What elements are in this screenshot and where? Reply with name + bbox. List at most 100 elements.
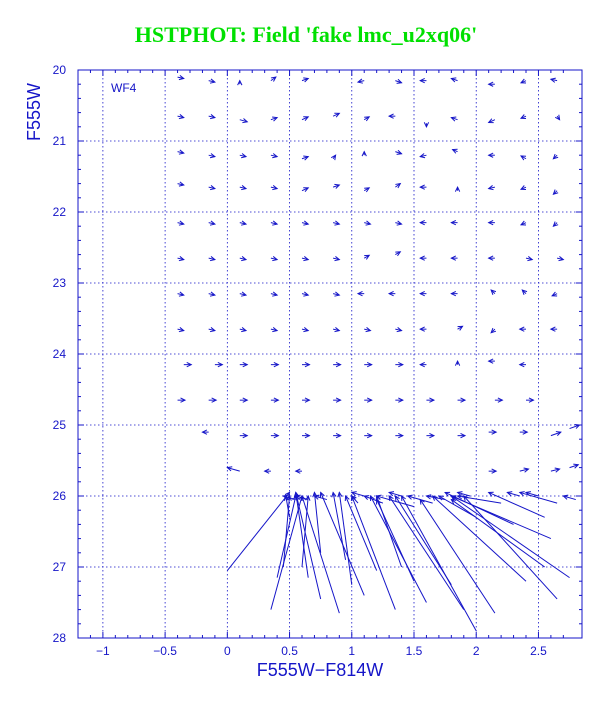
vector-head — [303, 256, 310, 262]
vector-arrow — [177, 220, 185, 226]
vector-arrow — [425, 494, 446, 501]
y-tick-label: 28 — [53, 631, 67, 645]
vector-arrow — [208, 397, 218, 403]
vector-head — [344, 494, 350, 502]
vector-arrow — [450, 77, 458, 83]
vector-arrow — [270, 220, 279, 226]
vector-head — [331, 491, 337, 498]
vector-arrow — [270, 76, 277, 82]
vector-head — [209, 78, 217, 84]
vector-head — [241, 327, 248, 333]
vector-arrow — [208, 327, 217, 333]
vector-shaft — [457, 495, 502, 504]
vector-arrow — [363, 116, 371, 122]
vector-head — [303, 187, 310, 193]
vector-arrow — [270, 327, 279, 333]
vector-head — [398, 397, 404, 403]
vector-arrow — [237, 79, 243, 86]
vector-shaft — [519, 468, 529, 472]
vector-arrow — [550, 467, 561, 473]
vector-arrow — [350, 494, 396, 610]
vector-head — [242, 397, 249, 403]
vector-head — [273, 433, 280, 439]
vector-head — [375, 494, 382, 500]
vector-arrow — [226, 491, 291, 571]
vector-head — [217, 362, 224, 368]
vector-head — [241, 220, 248, 226]
vector-head — [303, 155, 310, 161]
vector-arrow — [526, 397, 535, 403]
vector-head — [356, 78, 363, 84]
vector-arrow — [450, 220, 458, 226]
vector-head — [429, 397, 436, 403]
x-tick-label: 1.5 — [406, 644, 423, 658]
vector-arrow — [562, 494, 576, 501]
vector-arrow — [457, 397, 467, 403]
x-tick-label: 0 — [224, 644, 231, 658]
vector-arrow — [520, 155, 527, 161]
vector-head — [303, 327, 310, 333]
vector-arrow — [506, 491, 520, 497]
vector-head — [490, 327, 497, 334]
vector-arrow — [239, 433, 249, 439]
vector-arrow — [270, 116, 279, 122]
vector-arrow — [463, 495, 558, 600]
vector-head — [518, 362, 525, 368]
vector-head — [519, 78, 527, 84]
vector-head — [178, 114, 185, 120]
vector-arrow — [552, 221, 559, 227]
vector-arrow — [518, 491, 558, 504]
vector-arrow — [239, 153, 248, 159]
vector-head — [388, 491, 395, 497]
vector-head — [304, 397, 311, 403]
vector-arrow — [387, 291, 396, 297]
vector-arrow — [177, 327, 185, 333]
vector-head — [209, 327, 217, 333]
vector-arrow — [301, 291, 310, 297]
vector-head — [562, 494, 569, 500]
vector-arrow — [395, 251, 402, 257]
vector-head — [178, 149, 185, 155]
vector-head — [450, 291, 457, 297]
vector-head — [241, 153, 248, 159]
vector-head — [444, 491, 451, 497]
vector-head — [423, 122, 430, 128]
vector-arrow — [550, 431, 562, 437]
vector-head — [491, 468, 498, 474]
vector-head — [554, 467, 561, 473]
vector-arrow — [457, 325, 464, 331]
vector-arrow — [395, 220, 403, 226]
vector-arrow — [395, 362, 404, 368]
vector-arrow — [239, 362, 249, 368]
vector-head — [350, 491, 357, 497]
vector-shaft — [457, 491, 471, 497]
vector-arrow — [552, 153, 559, 160]
vector-head — [454, 359, 461, 366]
vector-arrow — [332, 183, 341, 189]
vector-arrow — [226, 466, 240, 472]
vector-arrow — [450, 291, 458, 297]
vector-head — [487, 185, 494, 191]
vector-head — [364, 116, 371, 122]
vector-arrow — [356, 291, 365, 297]
vector-shaft — [376, 499, 415, 582]
vector-arrow — [361, 150, 367, 157]
vector-head — [491, 429, 498, 435]
vector-head — [457, 325, 464, 331]
vector-arrow — [487, 185, 496, 191]
vector-arrow — [239, 327, 248, 333]
vector-head — [487, 220, 494, 226]
vector-shaft — [332, 492, 347, 560]
vector-arrow — [419, 220, 427, 226]
x-tick-label: 0.5 — [281, 644, 298, 658]
vector-arrow — [356, 78, 365, 84]
y-tick-label: 23 — [53, 276, 67, 290]
vector-arrow — [177, 291, 185, 297]
vector-head — [490, 289, 497, 295]
vector-arrow — [364, 362, 373, 368]
vector-head — [272, 185, 279, 191]
vector-shaft — [569, 424, 580, 430]
vector-head — [273, 362, 280, 368]
vector-arrow — [395, 433, 404, 439]
vector-arrow — [363, 187, 371, 193]
